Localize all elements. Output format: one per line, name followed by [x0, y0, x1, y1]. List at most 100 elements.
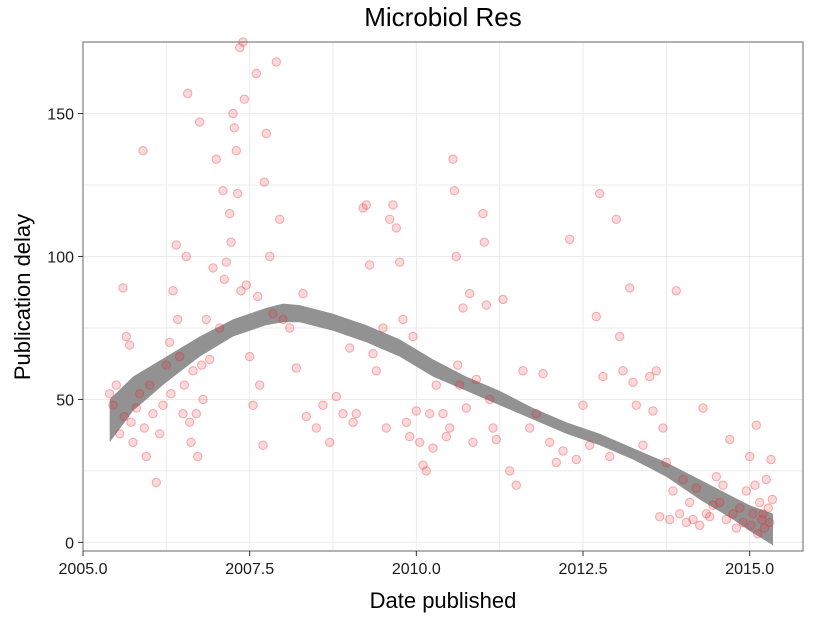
- data-point: [678, 474, 688, 485]
- data-point: [668, 486, 678, 496]
- data-point: [711, 472, 721, 482]
- data-point: [461, 403, 471, 413]
- data-point: [471, 374, 481, 385]
- data-point: [455, 380, 465, 390]
- data-point: [631, 400, 641, 410]
- data-point: [481, 300, 491, 310]
- data-point: [219, 274, 230, 284]
- data-point: [558, 446, 568, 456]
- data-point: [148, 409, 158, 419]
- data-point: [578, 400, 588, 410]
- data-point: [735, 503, 745, 513]
- data-point: [571, 454, 581, 465]
- data-point: [188, 366, 198, 376]
- data-point: [358, 203, 368, 213]
- data-point: [411, 406, 421, 416]
- data-point: [198, 394, 208, 405]
- data-point: [325, 437, 335, 447]
- data-point: [761, 474, 771, 485]
- data-point: [746, 520, 756, 530]
- data-point: [131, 403, 142, 413]
- data-point: [628, 377, 638, 387]
- data-point: [688, 514, 698, 525]
- data-point: [618, 366, 628, 376]
- data-point: [168, 286, 178, 296]
- data-point: [205, 354, 215, 365]
- data-point: [701, 509, 711, 519]
- data-point: [228, 108, 238, 119]
- data-point: [241, 280, 252, 290]
- data-point: [485, 394, 495, 405]
- data-point: [378, 323, 388, 333]
- data-point: [115, 429, 125, 439]
- data-point: [351, 409, 361, 419]
- data-point: [121, 331, 132, 342]
- data-point: [728, 509, 738, 519]
- data-point: [488, 423, 498, 433]
- data-point: [745, 451, 755, 462]
- data-point: [151, 477, 162, 488]
- chart-title: Microbiol Res: [364, 2, 522, 32]
- data-point: [231, 146, 242, 156]
- data-point: [128, 437, 138, 447]
- data-point: [158, 400, 168, 410]
- data-point: [165, 337, 175, 347]
- data-point: [453, 360, 463, 370]
- data-point: [105, 389, 115, 399]
- panel-border: [82, 41, 804, 552]
- data-point: [185, 417, 195, 427]
- data-point: [251, 68, 261, 79]
- data-point: [431, 380, 441, 390]
- data-point: [538, 369, 548, 379]
- data-point: [755, 497, 765, 508]
- data-point: [425, 409, 435, 419]
- data-point: [226, 237, 236, 247]
- data-point: [258, 440, 268, 450]
- data-point: [161, 360, 172, 370]
- data-point: [245, 351, 255, 362]
- data-point: [388, 200, 398, 210]
- x-tick-label: 2015.0: [725, 561, 774, 578]
- data-point: [748, 509, 758, 519]
- data-point: [465, 288, 475, 299]
- data-point: [225, 208, 235, 219]
- data-point: [718, 480, 728, 490]
- data-point: [233, 188, 243, 199]
- data-point: [479, 237, 489, 247]
- data-point: [715, 497, 725, 508]
- data-point: [531, 409, 541, 419]
- data-point: [468, 437, 478, 447]
- data-point: [645, 371, 655, 382]
- data-point: [525, 423, 535, 433]
- x-tick-label: 2007.5: [225, 561, 274, 578]
- data-point: [239, 94, 250, 104]
- data-point: [268, 309, 278, 319]
- data-point: [197, 360, 207, 370]
- data-point: [191, 409, 202, 419]
- data-point: [478, 208, 488, 219]
- data-point: [441, 431, 451, 442]
- data-point: [229, 123, 240, 133]
- data-point: [591, 311, 601, 322]
- data-point: [135, 389, 145, 399]
- data-point: [665, 514, 675, 525]
- data-point: [505, 466, 515, 476]
- data-point: [398, 314, 408, 325]
- data-point: [625, 283, 635, 293]
- data-point: [311, 423, 321, 433]
- data-point: [381, 423, 391, 433]
- data-point: [651, 366, 661, 376]
- data-point: [318, 400, 328, 410]
- data-point: [155, 429, 165, 439]
- y-axis-title: Publication delay: [10, 214, 35, 380]
- data-point: [248, 400, 258, 410]
- data-point: [551, 457, 561, 468]
- data-point: [235, 43, 245, 53]
- data-point: [681, 517, 691, 528]
- grid-lines: [82, 41, 803, 551]
- data-point: [708, 500, 718, 510]
- y-tick-label: 50: [56, 392, 74, 409]
- data-point: [171, 240, 182, 250]
- data-point: [448, 154, 458, 164]
